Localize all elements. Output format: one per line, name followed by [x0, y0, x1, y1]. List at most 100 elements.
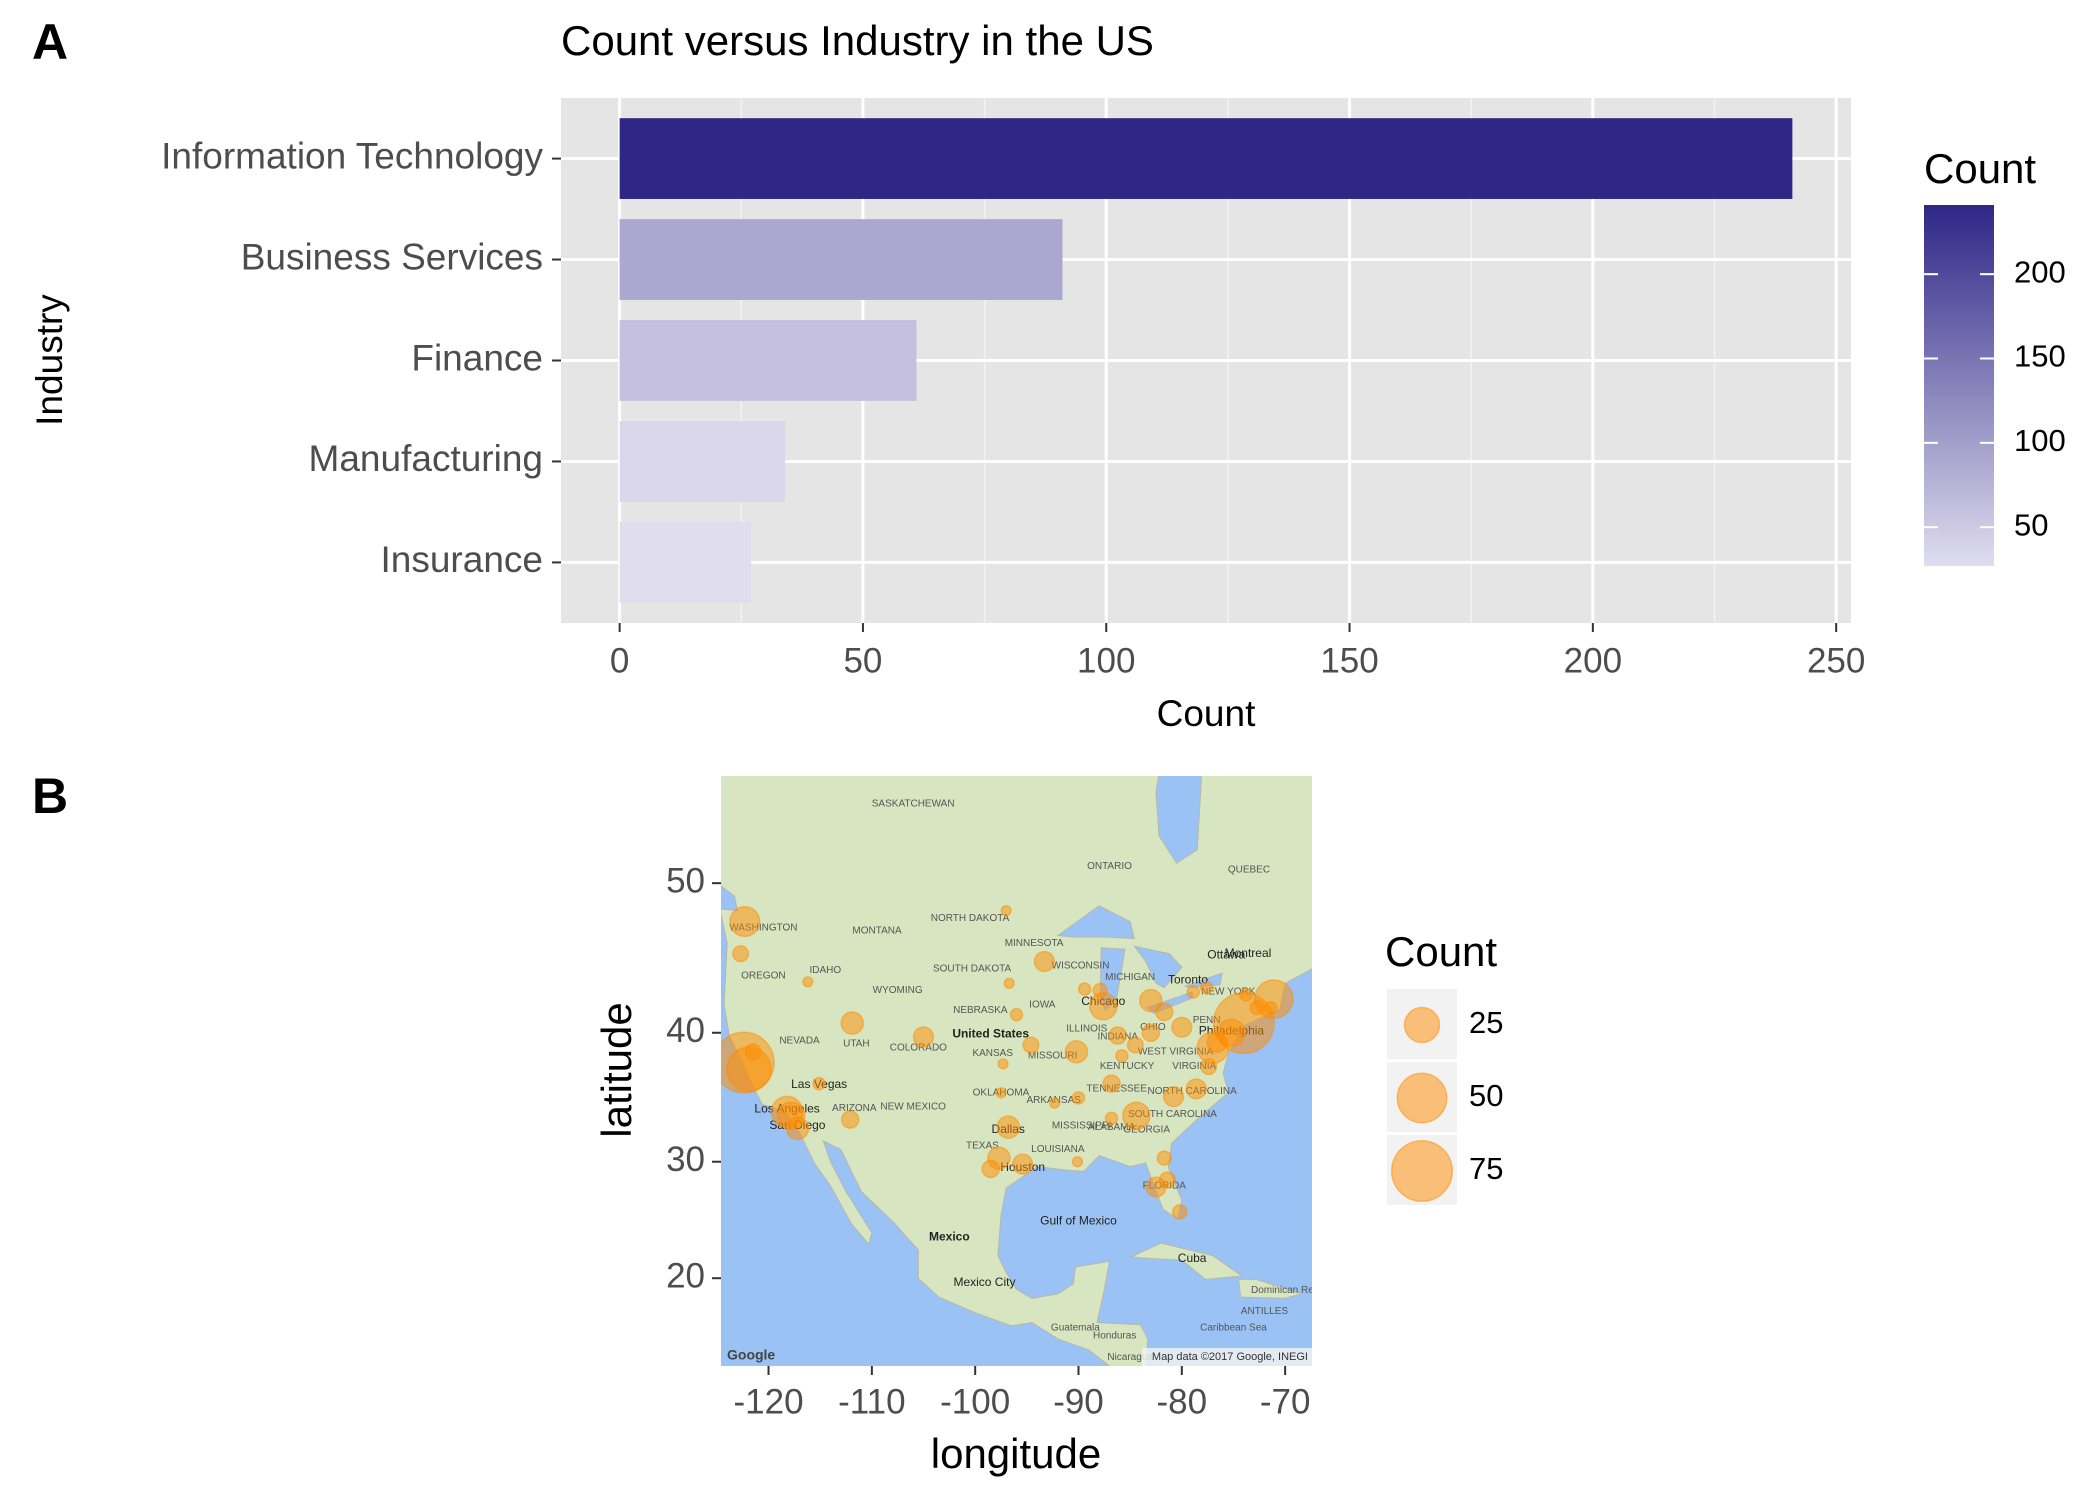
bubble	[1000, 904, 1012, 917]
bubble	[1122, 1101, 1151, 1131]
map-label: MISSOURI	[1028, 1051, 1077, 1062]
legend-bubble	[1403, 1006, 1441, 1044]
bubble	[1071, 1156, 1084, 1168]
map-label: IDAHO	[810, 965, 842, 976]
legend-title: Count	[1924, 145, 2036, 192]
map-label: KENTUCKY	[1100, 1061, 1155, 1072]
bubble	[785, 1116, 810, 1141]
legend-label: 100	[2014, 423, 2066, 458]
bubble	[1009, 1007, 1024, 1022]
bar	[619, 118, 1793, 199]
bubble	[1049, 1097, 1061, 1109]
bubble	[997, 1058, 1009, 1070]
map-label: NEVADA	[779, 1036, 820, 1047]
map-label: GEORGIA	[1123, 1124, 1170, 1135]
bar	[619, 421, 786, 502]
y-tick-label: Insurance	[381, 539, 544, 580]
bubble	[996, 1115, 1021, 1139]
x-tick-label: -80	[1157, 1382, 1208, 1421]
land	[1129, 1242, 1244, 1280]
bar	[619, 219, 1063, 300]
bubble	[1185, 1078, 1207, 1100]
land	[1238, 1278, 1304, 1299]
map-label: ANTILLES	[1241, 1306, 1289, 1317]
x-tick-label: -70	[1260, 1382, 1311, 1421]
y-tick-label: 20	[666, 1256, 705, 1295]
panel-label: A	[32, 14, 68, 70]
water	[1056, 905, 1135, 940]
legend-title: Count	[1385, 928, 1497, 975]
bubble	[912, 1026, 935, 1048]
map-label: Caribbean Sea	[1200, 1323, 1267, 1334]
map-credit: Google	[727, 1347, 775, 1363]
map-label: United States	[952, 1026, 1029, 1040]
x-tick-label: -120	[733, 1382, 803, 1421]
y-tick-label: Manufacturing	[309, 438, 543, 479]
bubble	[1171, 1204, 1188, 1220]
map-label: WYOMING	[873, 985, 923, 996]
map-label: NEBRASKA	[953, 1005, 1008, 1016]
bubble	[1115, 1049, 1129, 1063]
map-label: SASKATCHEWAN	[872, 798, 955, 809]
map-label: ALABAMA	[1088, 1122, 1136, 1133]
y-tick-label: Finance	[411, 337, 543, 378]
y-tick-label: Business Services	[241, 236, 543, 277]
x-axis-title: longitude	[931, 1430, 1101, 1477]
bubble	[1126, 1036, 1144, 1054]
bubble	[729, 905, 761, 938]
bubble	[1171, 1016, 1193, 1038]
bubble	[1071, 1091, 1086, 1105]
map-label: IOWA	[1029, 999, 1056, 1010]
map-label: Nicaragua	[1107, 1352, 1153, 1363]
bubble	[1239, 988, 1253, 1002]
bubble	[1141, 1023, 1161, 1043]
bubble	[981, 1159, 1000, 1179]
legend-label: 50	[2014, 507, 2048, 542]
x-tick-label: 200	[1564, 641, 1622, 680]
y-tick-label: 50	[666, 861, 705, 900]
map-label: WISCONSIN	[1052, 960, 1110, 971]
legend-bubble	[1396, 1072, 1448, 1124]
map-label: MICHIGAN	[1105, 972, 1155, 983]
bubble	[1139, 988, 1163, 1013]
bubble	[1199, 980, 1214, 995]
water	[1133, 945, 1183, 989]
bubble	[1156, 1150, 1172, 1166]
bubble	[1263, 1000, 1278, 1015]
map-label: NORTH DAKOTA	[931, 913, 1010, 924]
map-label: MONTANA	[852, 926, 902, 937]
bubble	[1249, 999, 1265, 1016]
map-label: Cuba	[1178, 1251, 1207, 1265]
map-label: QUEBEC	[1228, 865, 1270, 876]
map-label: Honduras	[1093, 1330, 1136, 1341]
y-axis-title: Industry	[29, 294, 70, 426]
x-tick-label: 250	[1807, 641, 1865, 680]
map-label: ARIZONA	[832, 1103, 877, 1114]
y-tick-label: 40	[666, 1011, 705, 1050]
y-tick-label: 30	[666, 1140, 705, 1179]
bubble	[732, 945, 750, 963]
bubble	[840, 1110, 860, 1129]
map-label: WASHINGTON	[729, 922, 797, 933]
map-label: TEXAS	[966, 1140, 999, 1151]
map-label: SOUTH CAROLINA	[1128, 1109, 1217, 1120]
water	[1155, 776, 1203, 864]
bubble	[1186, 985, 1200, 999]
map-label: SOUTH DAKOTA	[933, 963, 1011, 974]
map-label: KANSAS	[972, 1048, 1013, 1059]
bubble	[1154, 1002, 1174, 1022]
map-label: OREGON	[741, 971, 785, 982]
map-label: Mexico City	[953, 1275, 1015, 1289]
bar	[619, 320, 917, 401]
x-tick-label: -100	[940, 1382, 1010, 1421]
bubble	[1064, 1040, 1089, 1064]
map-label: NEW YORK	[1201, 987, 1256, 998]
map-label: VIRGINIA	[1172, 1061, 1216, 1072]
bubble	[1003, 977, 1015, 990]
x-tick-label: 150	[1320, 641, 1378, 680]
colorbar	[1924, 205, 1994, 566]
bubble	[1104, 1111, 1119, 1126]
map-label: Ottawa	[1207, 947, 1245, 961]
legend-label: 150	[2014, 339, 2066, 374]
